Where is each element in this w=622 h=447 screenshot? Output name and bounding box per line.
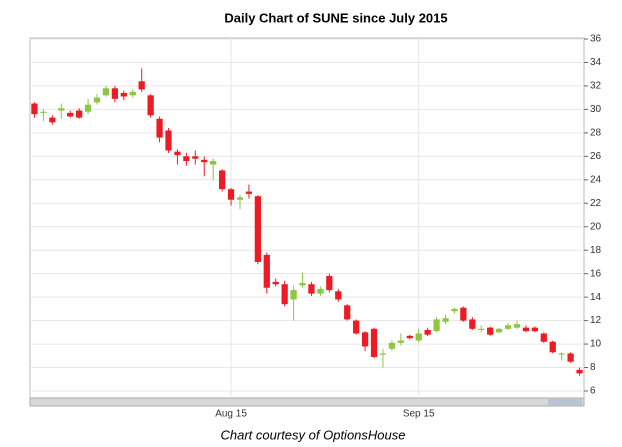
candle-body <box>406 335 413 339</box>
candle-body <box>522 327 530 332</box>
candle-body <box>40 111 47 113</box>
candle-body <box>183 156 190 162</box>
candle-body <box>415 333 422 341</box>
candle-body <box>210 161 217 165</box>
chart-title: Daily Chart of SUNE since July 2015 <box>224 10 447 25</box>
candle-body <box>370 328 378 357</box>
y-tick-label: 26 <box>590 151 602 162</box>
candle-body <box>49 117 56 123</box>
candle-body <box>451 308 458 312</box>
candle-body <box>281 284 288 305</box>
candle-body <box>236 197 244 200</box>
candle-body <box>102 88 110 96</box>
y-tick-label: 22 <box>590 198 602 209</box>
candle-body <box>460 307 467 321</box>
y-tick-label: 10 <box>590 339 602 350</box>
candle-body <box>299 283 306 286</box>
scrollbar-thumb[interactable] <box>548 399 582 405</box>
candle-body <box>138 81 145 90</box>
candle-body <box>263 254 270 288</box>
candle-body <box>165 130 172 151</box>
candle-body <box>335 291 342 300</box>
candle-body <box>442 318 449 322</box>
candle-body <box>84 104 92 112</box>
candle-body <box>495 328 503 333</box>
candle-body <box>397 340 404 343</box>
candle-body <box>504 325 512 329</box>
plot-area <box>29 37 585 399</box>
candle-body <box>326 276 333 291</box>
x-tick-label: Sep 15 <box>403 409 435 420</box>
candle-body <box>513 324 521 328</box>
candle-body <box>567 353 574 362</box>
candle-body <box>344 305 351 320</box>
candle-body <box>478 328 485 330</box>
candle-body <box>218 170 226 190</box>
y-tick-label: 30 <box>590 104 602 115</box>
candle-body <box>487 327 494 335</box>
candle-body <box>540 333 547 342</box>
x-tick-label: Aug 15 <box>215 409 247 420</box>
y-tick-label: 36 <box>590 34 602 45</box>
candle-body <box>76 110 83 118</box>
y-tick-label: 34 <box>590 57 602 68</box>
y-tick-label: 28 <box>590 128 602 139</box>
candle-body <box>67 112 74 117</box>
y-tick-label: 16 <box>590 268 602 279</box>
scrollbar[interactable] <box>29 397 585 407</box>
candle-body <box>379 353 387 355</box>
candle-body <box>93 97 101 103</box>
candle-body <box>531 327 538 332</box>
candle-body <box>201 159 208 163</box>
candle-body <box>576 369 583 374</box>
candle-body <box>272 281 279 285</box>
candle-body <box>308 284 315 294</box>
candle-body <box>227 189 235 200</box>
candle-body <box>317 288 324 294</box>
candle-body <box>129 91 136 96</box>
candle-body <box>120 92 127 97</box>
y-tick-label: 18 <box>590 245 602 256</box>
candle-body <box>558 353 565 355</box>
candle-body <box>174 151 181 156</box>
candle-body <box>58 108 65 111</box>
candle-body <box>353 320 360 334</box>
y-tick-label: 24 <box>590 174 602 185</box>
candle-body <box>424 329 431 335</box>
candle-body <box>361 332 369 347</box>
candle-body <box>245 191 253 194</box>
candle-body <box>147 95 154 116</box>
candle-body <box>388 342 396 349</box>
candle-body <box>111 88 119 99</box>
candle-body <box>549 341 556 353</box>
y-tick-label: 6 <box>590 386 596 397</box>
candle-body <box>290 290 297 300</box>
candle-body <box>433 319 440 332</box>
candle-body <box>254 196 261 262</box>
y-tick-label: 12 <box>590 315 602 326</box>
y-tick-label: 32 <box>590 81 602 92</box>
candle-body <box>156 118 163 138</box>
y-tick-label: 20 <box>590 221 602 232</box>
y-tick-label: 14 <box>590 292 602 303</box>
candle-body <box>31 103 38 115</box>
candle-body <box>469 319 476 329</box>
caption: Chart courtesy of OptionsHouse <box>221 427 406 442</box>
candle-body <box>192 156 199 159</box>
y-tick-label: 8 <box>590 362 596 373</box>
